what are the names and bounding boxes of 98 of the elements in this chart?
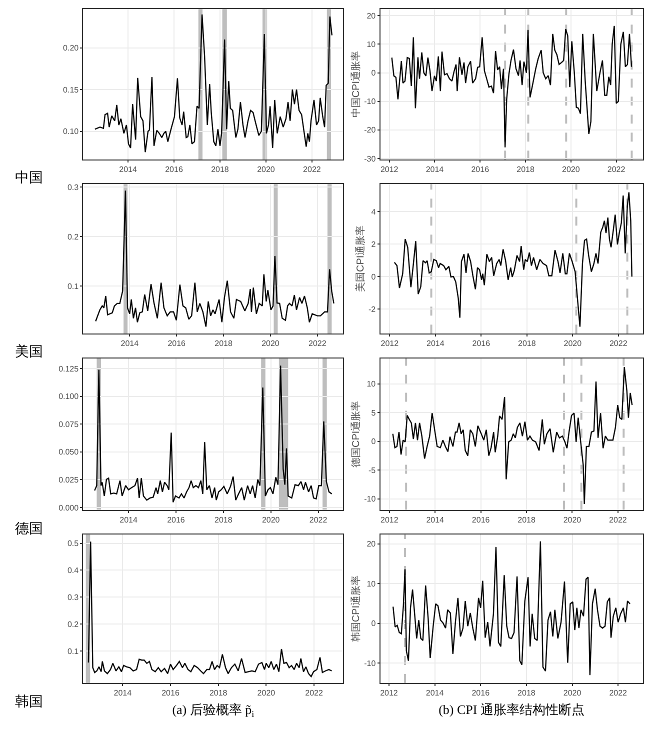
- x-tick-label: 2014: [119, 165, 138, 174]
- y-tick-label: 0.050: [58, 448, 80, 457]
- text: 中国: [15, 170, 43, 186]
- x-tick-label: 2018: [211, 165, 230, 174]
- x-tick-label: 2016: [472, 339, 491, 348]
- x-tick-label: 2022: [609, 688, 628, 698]
- x-tick-label: 2020: [563, 515, 582, 524]
- y-tick-label: -10: [364, 97, 376, 106]
- y-tick-label: 0.3: [67, 183, 80, 192]
- y-tick-label: 0: [371, 619, 376, 628]
- x-tick-label: 2018: [516, 165, 535, 174]
- y-tick-label: 0.025: [58, 476, 80, 485]
- x-tick-label: 2020: [262, 339, 280, 348]
- x-tick-label: 2016: [472, 688, 490, 698]
- x-tick-label: 2020: [562, 165, 580, 174]
- y-tick-label: 5: [371, 408, 376, 418]
- y-tick-label: 20: [366, 11, 376, 20]
- y-tick-label: 0.3: [67, 593, 80, 602]
- y-tick-label: 0.075: [58, 420, 80, 429]
- y-tick-label: 10: [366, 579, 376, 588]
- y-tick-label: -10: [364, 494, 376, 504]
- y-axis-title: 美国CPI通胀率: [354, 225, 367, 292]
- x-tick-label: 2022: [309, 515, 328, 524]
- x-tick-label: 2020: [262, 515, 280, 524]
- y-tick-label: -30: [364, 154, 376, 164]
- y-tick-label: 0: [371, 68, 376, 78]
- y-tick-label: 0.5: [67, 539, 80, 548]
- x-tick-label: 2022: [609, 339, 628, 348]
- x-tick-label: 2020: [564, 339, 582, 348]
- x-tick-label: 2016: [162, 688, 180, 698]
- x-tick-label: 2014: [426, 515, 445, 524]
- x-tick-label: 2020: [257, 688, 276, 698]
- y-tick-label: 0.125: [58, 364, 80, 374]
- y-tick-label: 0.20: [63, 44, 80, 53]
- x-tick-label: 2018: [518, 339, 536, 348]
- x-tick-label: 2018: [518, 515, 536, 524]
- x-tick-label: 2014: [426, 688, 444, 698]
- line-series: [94, 14, 333, 153]
- x-tick-label: 2018: [214, 339, 233, 348]
- x-tick-label: 2022: [303, 165, 322, 174]
- y-tick-label: -10: [364, 658, 376, 668]
- y-tick-label: 20: [366, 540, 376, 549]
- y-tick-label: 0.2: [67, 620, 80, 630]
- x-tick-label: 2012: [380, 339, 400, 348]
- x-tick-label: 2014: [120, 339, 140, 348]
- x-tick-label: 2012: [380, 515, 399, 524]
- line-series: [391, 25, 632, 148]
- y-tick-label: 0.100: [58, 392, 80, 402]
- x-tick-label: 2012: [380, 165, 399, 174]
- text: 美国: [15, 344, 43, 360]
- y-tick-label: 0.2: [67, 232, 80, 242]
- x-tick-label: 2020: [257, 165, 276, 174]
- x-tick-label: 2020: [563, 688, 582, 698]
- y-axis-title: 中国CPI通胀率: [350, 51, 362, 118]
- y-tick-label: -5: [368, 466, 376, 475]
- x-tick-label: 2022: [308, 339, 327, 348]
- x-tick-label: 2022: [607, 165, 626, 174]
- x-tick-label: 2016: [472, 515, 490, 524]
- y-tick-label: 0.1: [67, 646, 80, 656]
- x-tick-label: 2014: [114, 688, 132, 698]
- y-tick-label: 10: [366, 380, 376, 389]
- x-tick-label: 2016: [165, 165, 184, 174]
- y-tick-label: 0.000: [58, 503, 80, 512]
- y-tick-label: 0.4: [67, 566, 80, 576]
- x-axis-title: (a) 后验概率 p̃$_{i}$: [172, 702, 255, 719]
- x-tick-label: 2016: [471, 165, 490, 174]
- x-axis-title: (b) CPI 通胀率结构性断点: [438, 702, 584, 718]
- y-tick-label: 0: [371, 272, 376, 282]
- line-series: [392, 540, 631, 676]
- y-tick-label: 2: [371, 240, 376, 249]
- y-tick-label: 4: [371, 207, 376, 216]
- y-tick-label: -20: [364, 126, 376, 135]
- line-series: [392, 366, 633, 505]
- line-series: [88, 541, 332, 678]
- line-series: [94, 364, 332, 503]
- x-tick-label: 2018: [214, 515, 233, 524]
- y-axis-title: 韩国CPI通胀率: [350, 575, 362, 642]
- y-axis-title: 德国CPI通胀率: [350, 400, 362, 468]
- x-tick-label: 2012: [380, 688, 398, 698]
- line-series: [394, 192, 632, 328]
- x-tick-label: 2014: [426, 165, 444, 174]
- text: 韩国: [15, 694, 43, 710]
- text: 德国: [15, 521, 43, 537]
- line-series: [95, 190, 334, 328]
- x-tick-label: 2016: [168, 339, 186, 348]
- y-tick-label: 0.10: [63, 127, 80, 136]
- x-tick-label: 2014: [120, 515, 138, 524]
- y-tick-label: 0.15: [63, 85, 80, 94]
- x-tick-label: 2014: [426, 339, 445, 348]
- x-tick-label: 2016: [167, 515, 186, 524]
- x-tick-label: 2018: [209, 688, 228, 698]
- y-tick-label: 0: [371, 437, 376, 446]
- y-tick-label: -2: [368, 304, 376, 314]
- x-tick-label: 2018: [518, 688, 536, 698]
- y-tick-label: 0.1: [67, 282, 80, 291]
- x-tick-label: 2022: [305, 688, 324, 698]
- y-tick-label: 10: [366, 40, 376, 49]
- x-tick-label: 2022: [609, 515, 628, 524]
